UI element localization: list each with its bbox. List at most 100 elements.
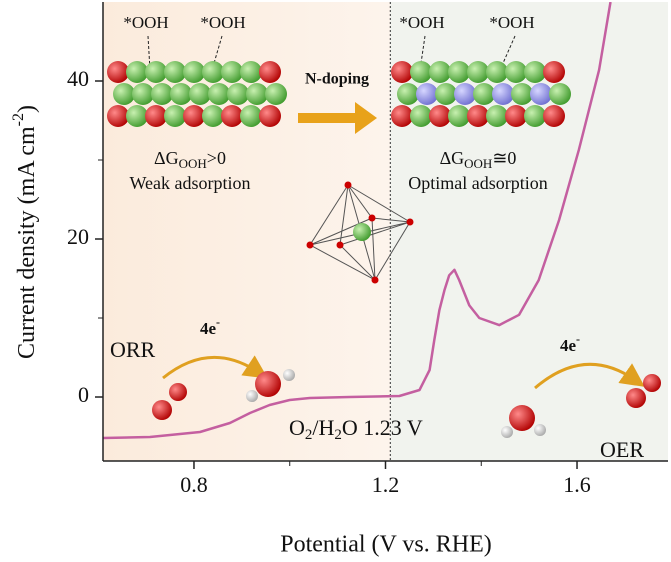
slab-atom [132, 83, 154, 105]
slab-atom [246, 83, 268, 105]
x-tick-label: 0.8 [180, 472, 208, 497]
text-part: ΔG [154, 148, 179, 168]
orr-molecules [152, 369, 295, 420]
slab-atom [524, 61, 546, 83]
slab-atom [113, 83, 135, 105]
slab-atom [524, 105, 546, 127]
slab-atom [429, 105, 451, 127]
slab-atom [107, 105, 129, 127]
x-axis-label: Potential (V vs. RHE) [280, 532, 492, 558]
orr-label: ORR [110, 337, 156, 362]
slab-atom [492, 83, 514, 105]
electrons-left: 4e- [200, 315, 220, 338]
dg-left: ΔGOOH>0 [154, 148, 226, 171]
slab-atom [486, 61, 508, 83]
slab-atom [530, 83, 552, 105]
slab-atom [170, 83, 192, 105]
ooh-label: *OOH [123, 13, 168, 32]
octahedron [306, 181, 414, 284]
slab-atom [221, 105, 243, 127]
plot-area [103, 2, 612, 440]
potential-label: O2/H2O 1.23 V [289, 415, 423, 443]
axes: 0.8 1.2 1.6 0 20 40 [67, 2, 668, 497]
text-part: OOH [464, 156, 492, 171]
slab-atom [391, 105, 413, 127]
ooh-label: *OOH [489, 13, 534, 32]
slab-atom [259, 61, 281, 83]
text-part: O 1.23 V [342, 415, 423, 440]
slab-atom [164, 105, 186, 127]
slab-atom [240, 105, 262, 127]
text-part: 2 [305, 427, 313, 443]
text-part: 4e [560, 336, 577, 355]
data-line [103, 2, 612, 440]
optimal-label: Optimal adsorption [408, 173, 547, 193]
slab-atom [202, 61, 224, 83]
text-part: /H [312, 415, 334, 440]
text-part: ) [14, 105, 40, 113]
slab-atom [454, 83, 476, 105]
x-tick-label: 1.2 [372, 472, 400, 497]
oer-arrow [534, 362, 645, 390]
slab-atom [126, 105, 148, 127]
slab-atom [410, 105, 432, 127]
slab-atom [473, 83, 495, 105]
labels: *OOH *OOH *OOH *OOH N-doping ΔGOOH>0 Wea… [10, 13, 645, 558]
slab-atom [126, 61, 148, 83]
slab-atom [240, 61, 262, 83]
slab-atom [259, 105, 281, 127]
slab-atom [505, 61, 527, 83]
oer-label: OER [600, 437, 644, 462]
orr-arrow [162, 355, 268, 380]
slab-atom [429, 61, 451, 83]
n-doping-label: N-doping [305, 71, 369, 88]
slab-atom [183, 105, 205, 127]
text-part: - [216, 315, 220, 329]
slab-atom [467, 61, 489, 83]
slab-atom [486, 105, 508, 127]
text-part: ≅0 [492, 148, 516, 168]
slab-atom [549, 83, 571, 105]
slab-atom [543, 61, 565, 83]
slab-atom [265, 83, 287, 105]
text-part: - [576, 332, 580, 346]
slab-atom [543, 105, 565, 127]
slab-atom [145, 61, 167, 83]
slab-atom [410, 61, 432, 83]
slab-atom [164, 61, 186, 83]
slab-atom [511, 83, 533, 105]
illustrations [107, 35, 661, 438]
y-axis-label: Current density (mA cm-2) [10, 105, 40, 359]
slab-atom [391, 61, 413, 83]
slab-atom [202, 105, 224, 127]
slab-atom [435, 83, 457, 105]
slab-atom [505, 105, 527, 127]
ooh-label: *OOH [399, 13, 444, 32]
slab-atom [227, 83, 249, 105]
text-part: Current density (mA cm [14, 126, 40, 359]
slab-atom [448, 105, 470, 127]
dg-right: ΔGOOH≅0 [440, 148, 517, 171]
slab-atom [107, 61, 129, 83]
text-part: 2 [334, 427, 342, 443]
x-tick-label: 1.6 [563, 472, 591, 497]
slab-atom [416, 83, 438, 105]
ooh-label: *OOH [200, 13, 245, 32]
slab-atom [397, 83, 419, 105]
text-part: O [289, 415, 305, 440]
electrons-right: 4e- [560, 332, 580, 355]
text-part: -2 [10, 113, 27, 126]
slab-atom [208, 83, 230, 105]
slab-atom [183, 61, 205, 83]
slab-atom [151, 83, 173, 105]
y-tick-label: 20 [67, 224, 89, 249]
slab-atom [221, 61, 243, 83]
oer-molecules [501, 374, 661, 438]
doping-arrow [298, 102, 377, 134]
slab-atom [467, 105, 489, 127]
y-tick-label: 0 [78, 382, 89, 407]
text-part: >0 [207, 148, 226, 168]
weak-label: Weak adsorption [129, 173, 250, 193]
text-part: ΔG [440, 148, 465, 168]
